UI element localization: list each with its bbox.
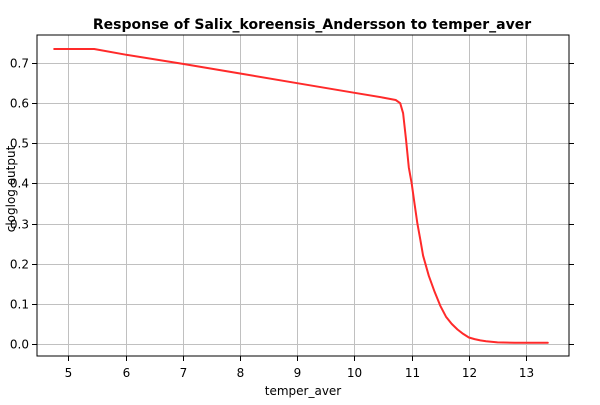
y-axis-label: cloglog output <box>4 145 18 232</box>
x-tick-label: 13 <box>519 366 534 380</box>
y-tick-label: 0.4 <box>10 177 29 191</box>
x-tick-label: 9 <box>294 366 302 380</box>
y-tick-label: 0.7 <box>10 57 29 71</box>
x-axis-label: temper_aver <box>265 384 342 398</box>
grid <box>37 35 569 356</box>
axis-ticks: 5 6 7 8 9 10 11 12 13 0.0 0.1 0.2 0.3 0.4 0.5 0.6 0.7 <box>10 57 574 380</box>
y-tick-label: 0.1 <box>10 298 29 312</box>
x-tick-label: 11 <box>405 366 420 380</box>
x-tick-label: 8 <box>237 366 245 380</box>
x-tick-label: 5 <box>65 366 73 380</box>
x-tick-label: 10 <box>347 366 362 380</box>
chart-title: Response of Salix_koreensis_Andersson to… <box>93 17 531 33</box>
x-tick-label: 6 <box>123 366 131 380</box>
series-group <box>53 48 549 344</box>
response-curve <box>53 48 549 344</box>
y-tick-label: 0.2 <box>10 258 29 272</box>
y-tick-label: 0.6 <box>10 97 29 111</box>
y-tick-label: 0.0 <box>10 338 29 352</box>
y-tick-label: 0.3 <box>10 218 29 232</box>
plot-frame <box>36 34 570 357</box>
x-tick-label: 12 <box>462 366 477 380</box>
y-tick-label: 0.5 <box>10 137 29 151</box>
x-tick-label: 7 <box>180 366 188 380</box>
